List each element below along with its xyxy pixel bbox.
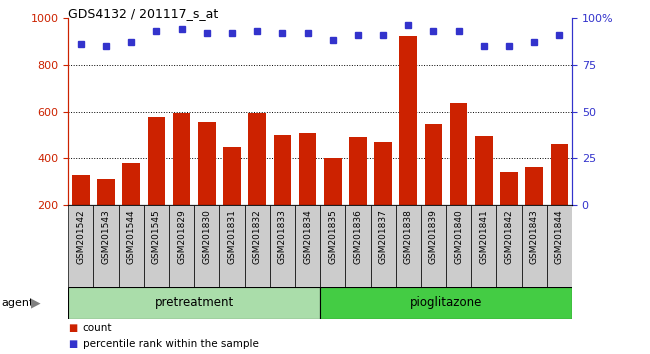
Bar — [68, 205, 94, 287]
Bar — [198, 122, 216, 205]
Text: pioglitazone: pioglitazone — [410, 296, 482, 309]
Bar — [248, 113, 266, 205]
Bar — [68, 287, 320, 319]
Bar — [525, 167, 543, 205]
Bar — [324, 159, 341, 205]
Bar — [320, 205, 345, 287]
Bar — [500, 172, 518, 205]
Bar — [400, 36, 417, 205]
Bar — [295, 205, 320, 287]
Text: count: count — [83, 323, 112, 333]
Bar — [345, 205, 370, 287]
Text: ■: ■ — [68, 339, 77, 349]
Bar — [169, 205, 194, 287]
Bar — [446, 205, 471, 287]
Bar — [424, 124, 442, 205]
Bar — [396, 205, 421, 287]
Bar — [320, 287, 572, 319]
Text: GDS4132 / 201117_s_at: GDS4132 / 201117_s_at — [68, 7, 218, 20]
Text: GSM201832: GSM201832 — [253, 209, 262, 264]
Text: GSM201840: GSM201840 — [454, 209, 463, 264]
Text: GSM201544: GSM201544 — [127, 209, 136, 264]
Text: GSM201834: GSM201834 — [303, 209, 312, 264]
Bar — [450, 103, 467, 205]
Text: GSM201838: GSM201838 — [404, 209, 413, 264]
Text: GSM201842: GSM201842 — [504, 209, 514, 264]
Bar — [118, 205, 144, 287]
Bar — [547, 205, 572, 287]
Text: GSM201831: GSM201831 — [227, 209, 237, 264]
Bar — [274, 135, 291, 205]
Bar — [72, 175, 90, 205]
Text: GSM201542: GSM201542 — [76, 209, 85, 264]
Bar — [148, 118, 165, 205]
Bar — [374, 142, 392, 205]
Bar — [94, 205, 118, 287]
Text: GSM201837: GSM201837 — [378, 209, 387, 264]
Text: GSM201830: GSM201830 — [202, 209, 211, 264]
Text: percentile rank within the sample: percentile rank within the sample — [83, 339, 259, 349]
Bar — [270, 205, 295, 287]
Bar — [521, 205, 547, 287]
Bar — [173, 113, 190, 205]
Text: GSM201843: GSM201843 — [530, 209, 539, 264]
Bar — [244, 205, 270, 287]
Text: GSM201844: GSM201844 — [555, 209, 564, 264]
Bar — [551, 144, 568, 205]
Text: GSM201545: GSM201545 — [152, 209, 161, 264]
Bar — [98, 179, 115, 205]
Bar — [194, 205, 220, 287]
Text: GSM201836: GSM201836 — [354, 209, 363, 264]
Bar — [370, 205, 396, 287]
Bar — [299, 133, 317, 205]
Text: GSM201829: GSM201829 — [177, 209, 186, 264]
Text: GSM201835: GSM201835 — [328, 209, 337, 264]
Bar — [475, 136, 493, 205]
Text: GSM201839: GSM201839 — [429, 209, 438, 264]
Bar — [223, 147, 240, 205]
Text: pretreatment: pretreatment — [155, 296, 234, 309]
Bar — [144, 205, 169, 287]
Bar — [349, 137, 367, 205]
Bar — [220, 205, 244, 287]
Bar — [122, 163, 140, 205]
Text: ▶: ▶ — [31, 296, 41, 309]
Text: GSM201841: GSM201841 — [479, 209, 488, 264]
Text: agent: agent — [1, 298, 34, 308]
Text: GSM201833: GSM201833 — [278, 209, 287, 264]
Bar — [421, 205, 446, 287]
Text: ■: ■ — [68, 323, 77, 333]
Text: GSM201543: GSM201543 — [101, 209, 111, 264]
Bar — [497, 205, 521, 287]
Bar — [471, 205, 497, 287]
